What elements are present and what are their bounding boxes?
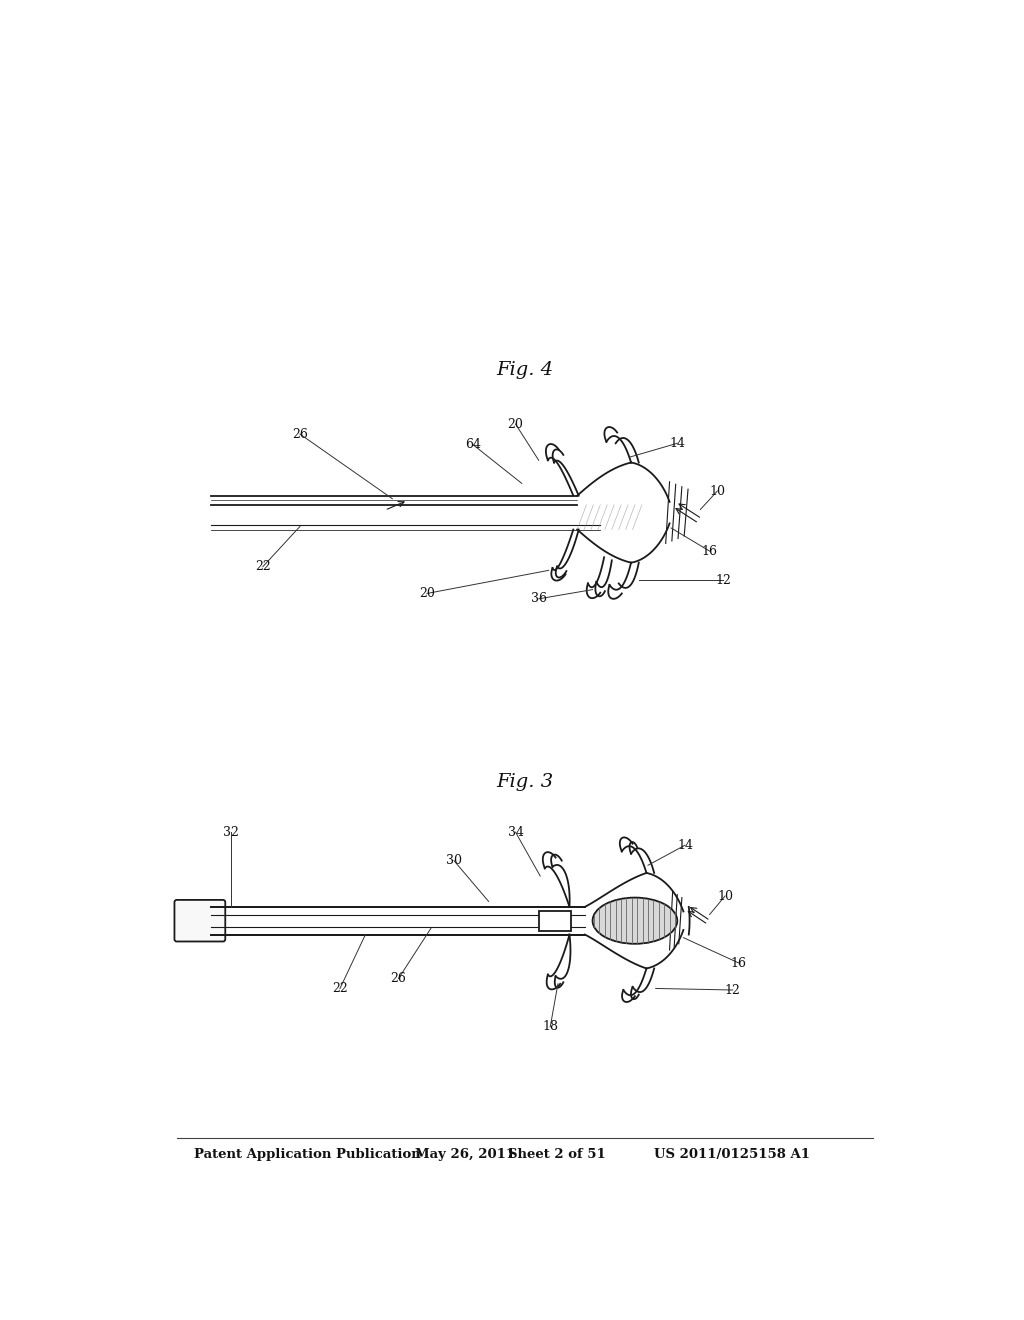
Text: 32: 32 [223,825,239,838]
Text: 14: 14 [677,838,693,851]
Text: 10: 10 [710,484,725,498]
Bar [539,911,571,931]
Text: 16: 16 [731,957,746,970]
Text: 16: 16 [701,545,718,557]
Text: US 2011/0125158 A1: US 2011/0125158 A1 [654,1148,810,1160]
Text: 12: 12 [725,983,740,997]
Text: 64: 64 [465,438,481,451]
Text: Sheet 2 of 51: Sheet 2 of 51 [508,1148,605,1160]
Text: 26: 26 [292,428,308,441]
Text: 12: 12 [716,574,731,587]
Text: 30: 30 [446,854,462,867]
Text: 36: 36 [530,593,547,606]
Text: Patent Application Publication: Patent Application Publication [194,1148,421,1160]
FancyBboxPatch shape [174,900,225,941]
Text: 20: 20 [508,417,523,430]
Text: Fig. 4: Fig. 4 [497,362,553,379]
Text: 10: 10 [717,890,733,903]
Text: 20: 20 [419,587,435,601]
Ellipse shape [593,898,677,944]
Text: 34: 34 [508,825,523,838]
Text: 18: 18 [543,1020,558,1034]
Text: 14: 14 [670,437,685,450]
Text: 26: 26 [390,972,407,985]
Text: 22: 22 [255,560,271,573]
Text: May 26, 2011: May 26, 2011 [416,1148,516,1160]
Text: Fig. 3: Fig. 3 [497,774,553,791]
Text: 22: 22 [332,982,348,995]
